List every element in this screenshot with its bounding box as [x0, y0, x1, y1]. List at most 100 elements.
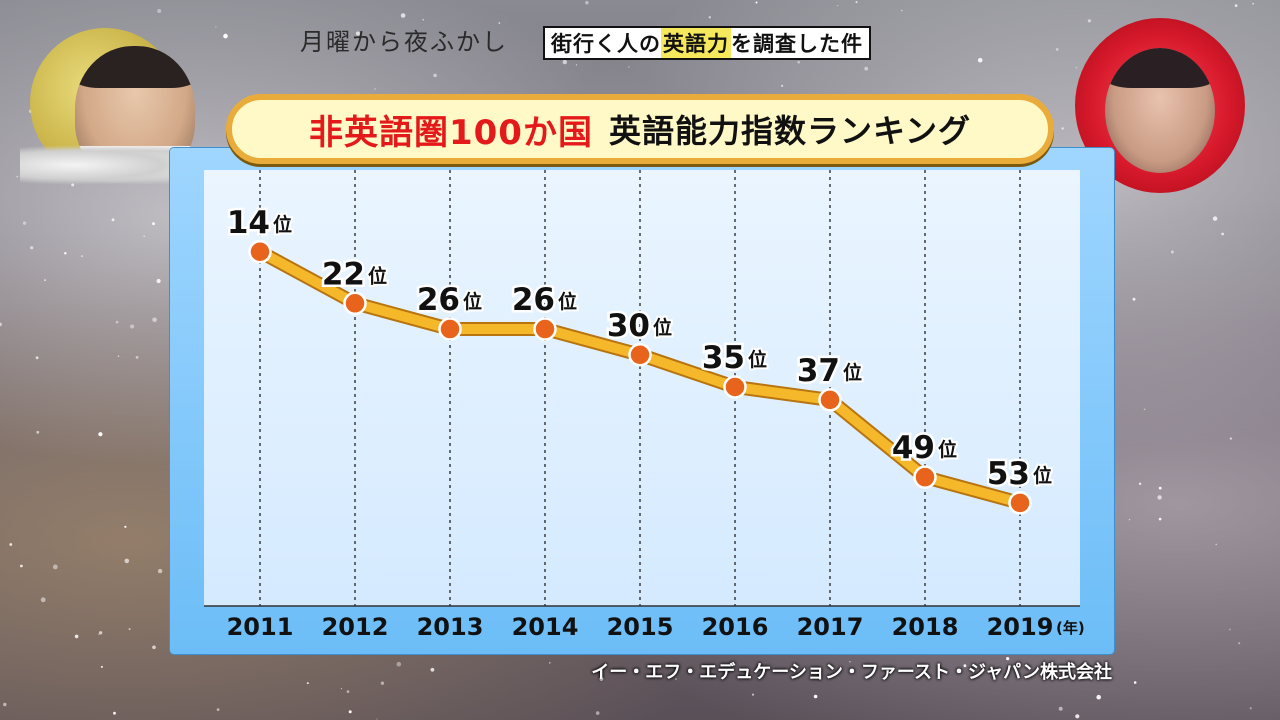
data-label-unit: 位: [843, 361, 862, 384]
sparkle: [837, 5, 839, 7]
sparkle: [355, 31, 360, 36]
data-label: 53: [987, 456, 1030, 492]
x-tick-label: 2011: [227, 613, 294, 641]
sparkle: [340, 688, 342, 690]
x-tick-label: 2018: [892, 613, 959, 641]
sparkle: [963, 664, 967, 668]
x-tick-label: 2019: [987, 613, 1054, 641]
sparkle: [548, 662, 551, 664]
sparkle: [0, 322, 2, 327]
sparkle: [306, 682, 309, 685]
sparkle: [124, 525, 127, 528]
sparkle: [40, 597, 46, 603]
sparkle: [1158, 486, 1162, 490]
sparkle: [74, 634, 79, 639]
sparkle: [422, 19, 424, 21]
sparkle: [977, 57, 983, 63]
sparkle: [1133, 681, 1137, 684]
sparkle: [117, 355, 120, 357]
sparkle: [751, 693, 755, 696]
sparkle: [1157, 495, 1162, 500]
caption-part-3: を調査した件: [731, 32, 863, 56]
sparkle: [755, 1, 758, 4]
sparkle: [20, 564, 23, 568]
data-source: イー・エフ・エデュケーション・ファースト・ジャパン株式会社: [591, 662, 1112, 683]
data-label: 37: [797, 353, 840, 389]
title-black-part: 英語能力指数ランキング: [608, 112, 972, 150]
data-point: [1008, 491, 1032, 515]
x-tick-label: 2015: [607, 613, 674, 641]
data-label: 14: [227, 205, 270, 241]
sparkle: [864, 66, 869, 71]
sparkle: [100, 665, 103, 668]
data-point: [628, 343, 652, 367]
sparkle: [400, 13, 406, 18]
sparkle: [374, 88, 376, 90]
sparkle: [98, 633, 100, 636]
sparkle: [115, 320, 119, 324]
sparkle: [346, 690, 350, 693]
sparkle: [81, 255, 83, 258]
sparkle: [1061, 127, 1064, 130]
sparkle: [430, 667, 435, 672]
sparkle: [433, 73, 437, 78]
sparkle: [376, 718, 378, 720]
sparkle: [1128, 519, 1131, 521]
data-point: [818, 388, 842, 412]
sparkle: [1238, 642, 1241, 645]
data-label-unit: 位: [653, 316, 672, 339]
x-tick-label: 2014: [512, 613, 579, 641]
data-label-unit: 位: [1033, 464, 1052, 487]
sparkle: [901, 9, 903, 12]
sparkle: [1215, 543, 1217, 546]
data-label-unit: 位: [463, 290, 482, 313]
sparkle: [708, 16, 711, 19]
sparkle: [498, 22, 501, 24]
sparkle: [30, 246, 34, 250]
data-label: 30: [607, 308, 650, 344]
sparkle: [1234, 4, 1238, 7]
sparkle: [64, 252, 67, 255]
data-point: [438, 317, 462, 341]
sparkle: [1212, 216, 1218, 221]
title-red-part: 非英語圏100か国: [308, 112, 593, 153]
sparkle: [1055, 48, 1059, 51]
sparkle: [1138, 482, 1142, 485]
sparkle: [1143, 408, 1146, 411]
data-label-unit: 位: [368, 264, 387, 287]
data-point: [533, 317, 557, 341]
data-label: 26: [512, 282, 555, 318]
sparkle: [781, 84, 784, 87]
sparkle: [157, 568, 163, 574]
data-point: [913, 465, 937, 489]
caption-part-1: 街行く人の: [551, 32, 661, 56]
sparkle: [1252, 2, 1254, 5]
sparkle: [130, 324, 135, 329]
sparkle: [1006, 657, 1010, 661]
sparkle: [1058, 706, 1063, 711]
sparkle: [849, 660, 851, 663]
sparkle: [152, 317, 157, 323]
sparkle: [1132, 297, 1136, 301]
sparkle: [1087, 19, 1091, 23]
sparkle: [575, 64, 578, 66]
sparkle: [562, 59, 567, 65]
sparkle: [135, 356, 139, 359]
sparkle: [1221, 232, 1224, 236]
data-label: 26: [417, 282, 460, 318]
sparkle: [16, 175, 19, 178]
x-tick-label: 2013: [417, 613, 484, 641]
sparkle: [1229, 628, 1231, 631]
chart-panel: 14 位 22 位 26 位 26 位 30 位 35 位 37 位 49 位 53 位 2011 2012 2013 2…: [170, 148, 1114, 654]
sparkle: [1170, 250, 1174, 254]
plot-area: [204, 170, 1080, 606]
sparkle: [98, 432, 103, 437]
sparkle: [128, 628, 131, 631]
data-point: [248, 240, 272, 264]
sparkle: [1229, 437, 1233, 440]
sparkle: [52, 564, 58, 570]
sparkle: [1075, 714, 1080, 719]
sparkle: [124, 558, 130, 564]
sparkle: [1158, 517, 1162, 521]
